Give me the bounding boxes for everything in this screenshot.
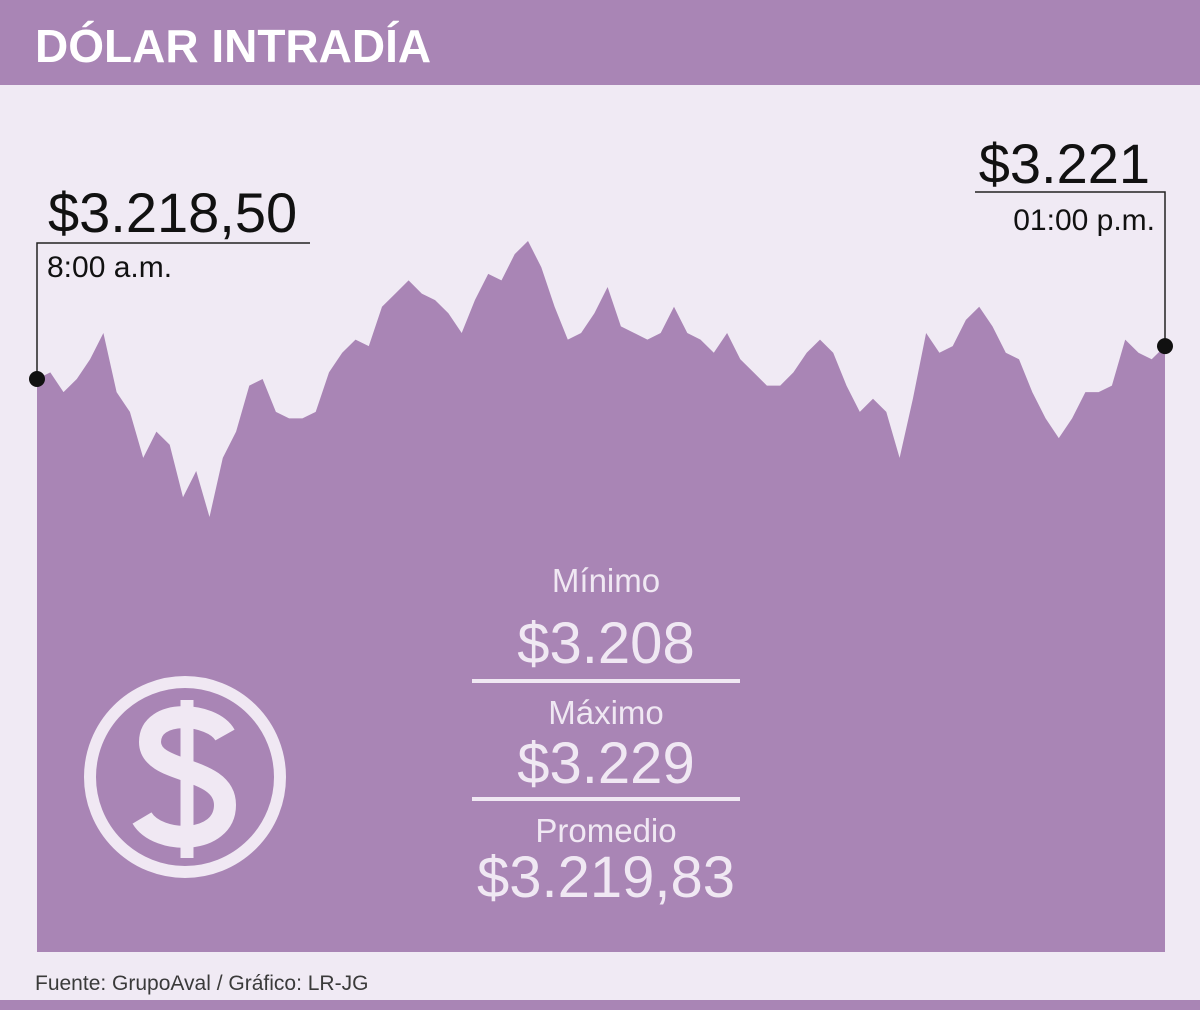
end-time: 01:00 p.m. [1013,204,1155,237]
leader-line [36,242,310,379]
end-value: $3.221 [979,132,1150,195]
footer-band [0,1000,1200,1010]
plot [37,241,1165,952]
stat-label: Máximo [548,694,664,731]
stat-label: Mínimo [552,562,660,599]
stat-label: Promedio [535,812,676,849]
header-band [0,0,1200,85]
start-value: $3.218,50 [48,181,297,244]
stat-value: $3.208 [517,611,694,676]
leader-line [975,191,1166,347]
source: Fuente: GrupoAval / Gráfico: LR-JG [35,972,368,995]
start-time: 8:00 a.m. [47,251,172,284]
start-dot [29,371,45,387]
end-dot [1157,338,1173,355]
stat-value: $3.229 [517,731,694,796]
area [37,241,1165,952]
dollar-icon [84,676,286,878]
stat-value: $3.219,83 [477,845,735,910]
chart-title: DÓLAR INTRADÍA [35,20,431,72]
